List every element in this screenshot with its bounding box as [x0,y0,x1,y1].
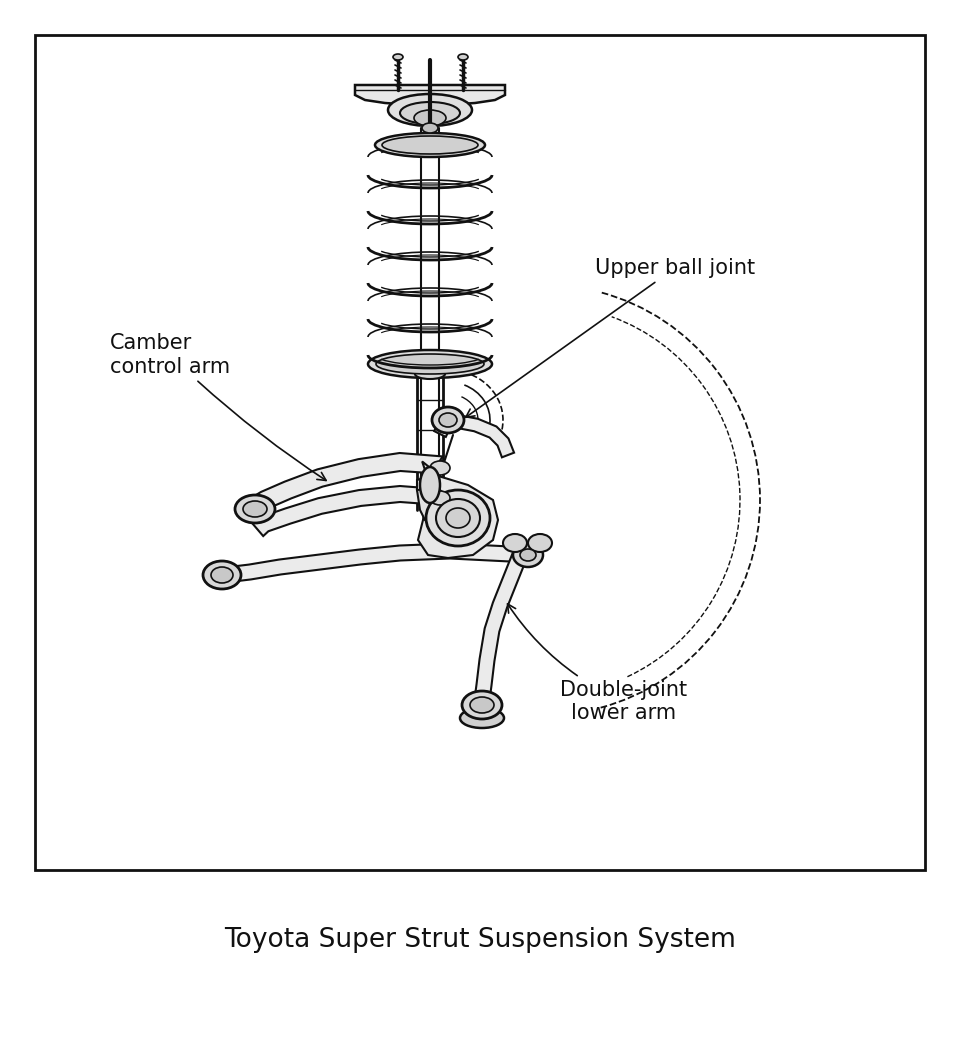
Ellipse shape [393,54,403,60]
Polygon shape [248,453,443,515]
Ellipse shape [382,136,478,154]
Bar [35,35,925,870]
Polygon shape [417,476,498,558]
Ellipse shape [422,123,438,133]
Ellipse shape [520,549,536,561]
Polygon shape [474,552,527,701]
Ellipse shape [430,491,450,505]
Polygon shape [434,416,514,458]
Ellipse shape [439,413,457,427]
Ellipse shape [446,508,470,528]
Polygon shape [355,85,505,105]
Ellipse shape [528,534,552,552]
Ellipse shape [460,708,504,728]
Ellipse shape [235,495,275,523]
Ellipse shape [203,561,241,589]
Polygon shape [417,488,445,522]
Ellipse shape [400,102,460,124]
Ellipse shape [243,501,267,517]
Ellipse shape [470,697,494,713]
Text: Toyota Super Strut Suspension System: Toyota Super Strut Suspension System [224,927,736,953]
Polygon shape [224,544,530,583]
Ellipse shape [426,490,490,546]
Text: Double-joint
lower arm: Double-joint lower arm [508,604,687,723]
Ellipse shape [420,467,440,503]
Text: Upper ball joint: Upper ball joint [466,258,756,418]
Ellipse shape [414,110,446,126]
Polygon shape [252,486,442,537]
Ellipse shape [458,54,468,60]
Ellipse shape [376,355,484,375]
Ellipse shape [368,350,492,378]
Ellipse shape [415,369,445,379]
Ellipse shape [432,407,464,433]
Ellipse shape [430,461,450,476]
Text: Camber
control arm: Camber control arm [110,333,326,481]
Ellipse shape [462,691,502,719]
Ellipse shape [503,534,527,552]
Ellipse shape [211,567,233,583]
Ellipse shape [388,94,472,126]
Ellipse shape [436,499,480,537]
Ellipse shape [513,543,543,567]
Ellipse shape [375,133,485,157]
